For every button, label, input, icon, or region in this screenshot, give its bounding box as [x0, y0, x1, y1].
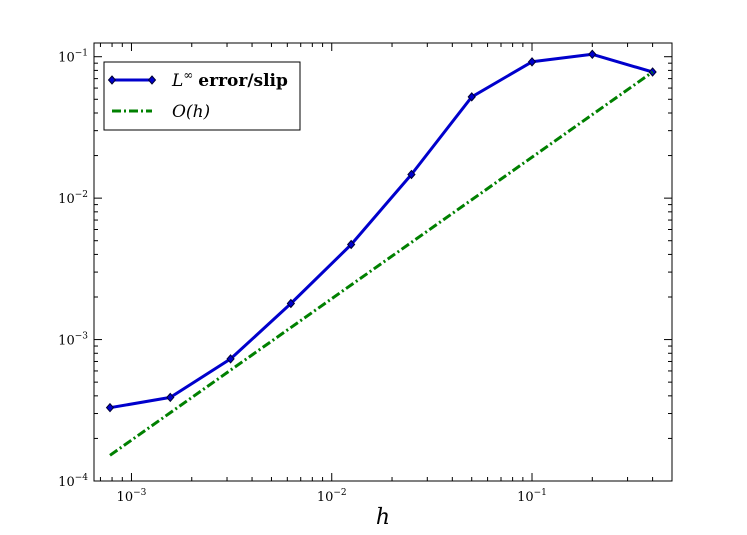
legend-label-error-rest: error/slip	[198, 71, 288, 91]
x-tick-label: 10−1	[517, 488, 547, 505]
x-axis-title: h	[376, 505, 390, 530]
y-tick-label: 10−1	[58, 49, 88, 66]
y-tick-label: 10−2	[58, 190, 88, 207]
legend-label-error-base: L	[171, 71, 183, 91]
legend-label-error-sup: ∞	[183, 68, 193, 82]
legend: L∞ error/slip O(h)	[104, 62, 300, 130]
legend-label-oh: O(h)	[172, 102, 210, 122]
x-tick-label: 10−3	[117, 488, 147, 505]
x-tick-label: 10−2	[317, 488, 347, 505]
y-tick-label: 10−3	[58, 332, 88, 349]
y-tick-label: 10−4	[58, 473, 88, 490]
